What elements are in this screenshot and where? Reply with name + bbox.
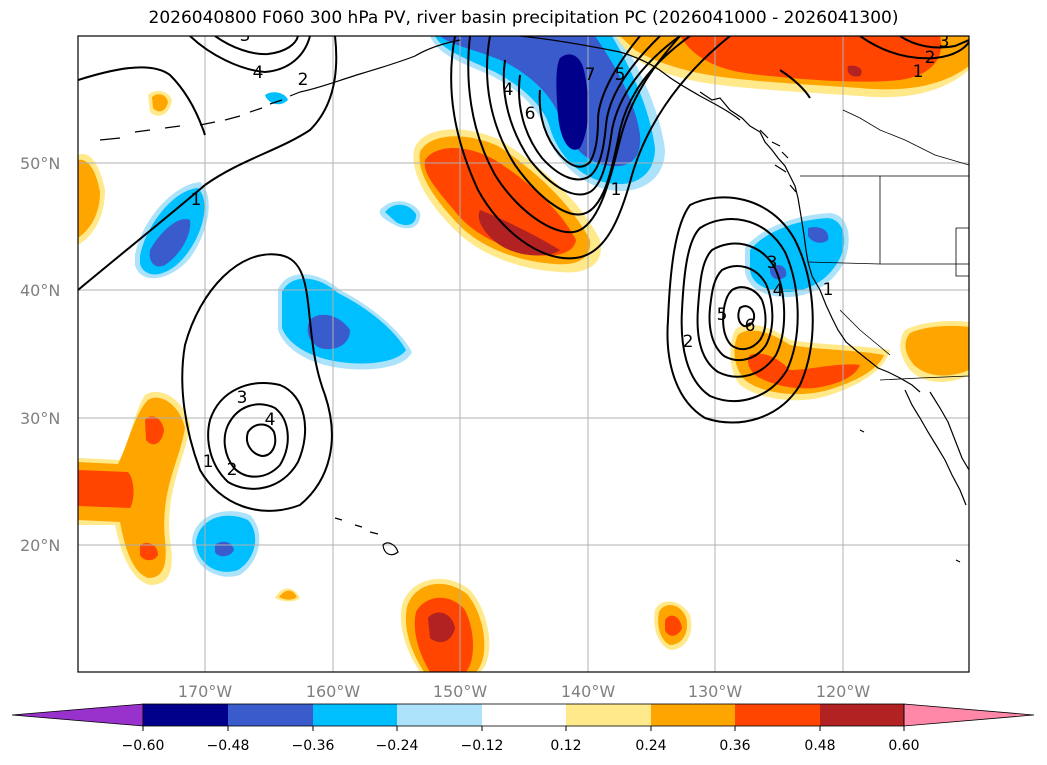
fill-positive-area <box>152 94 168 112</box>
fill-negative-area <box>385 204 417 226</box>
lon-label: 170°W <box>178 682 233 701</box>
contour-labels: 3 4 2 1 4 6 5 7 1 2 3 1 3 4 5 6 1 2 3 4 … <box>191 26 950 480</box>
colorbar-extend-right <box>903 703 1035 727</box>
colorbar-segment <box>143 704 228 726</box>
colorbar-tick-label: 0.12 <box>550 738 581 754</box>
contour-label: 4 <box>253 63 264 83</box>
contour-label: 2 <box>925 48 936 68</box>
fill-negative-area <box>556 54 589 150</box>
longitude-labels: 170°W 160°W 150°W 140°W 130°W 120°W <box>178 682 871 701</box>
fill-positive-area <box>847 65 862 77</box>
colorbar-tick-label: −0.36 <box>292 738 335 754</box>
country-borders <box>800 109 969 381</box>
fill-positive-area <box>665 615 682 636</box>
map-panel: 3 4 2 1 4 6 5 7 1 2 3 1 3 4 5 6 1 2 3 4 … <box>78 26 969 672</box>
colorbar-extend-left <box>11 703 144 727</box>
colorbar-tick-label: −0.48 <box>207 738 250 754</box>
fill-positive-area <box>140 543 158 561</box>
coastlines <box>99 36 969 563</box>
contour-label: 2 <box>683 332 694 352</box>
colorbar-tick-label: −0.24 <box>376 738 419 754</box>
lat-label: 40°N <box>20 281 60 300</box>
lon-label: 120°W <box>816 682 871 701</box>
contour-label: 1 <box>191 190 202 210</box>
fill-positive-area <box>279 590 297 600</box>
contour-label: 1 <box>203 452 214 472</box>
fill-positive-area <box>680 36 942 82</box>
pv-contours <box>78 36 969 512</box>
contour-label: 4 <box>265 410 276 430</box>
contour-label: 3 <box>939 32 950 52</box>
colorbar-segment <box>651 704 735 726</box>
contour-label: 2 <box>298 70 309 90</box>
colorbar: −0.60 −0.48 −0.36 −0.24 −0.12 0.12 0.24 … <box>11 703 1035 754</box>
fill-positive-area <box>747 353 860 389</box>
fill-positive-area <box>905 325 969 376</box>
colorbar-segment <box>397 704 482 726</box>
colorbar-segment <box>735 704 820 726</box>
contour-label: 5 <box>615 65 626 85</box>
lon-label: 140°W <box>561 682 616 701</box>
colorbar-segment <box>482 704 566 726</box>
contour-label: 7 <box>585 65 596 85</box>
colorbar-tick-label: −0.12 <box>461 738 504 754</box>
fill-positive-area <box>428 612 455 643</box>
latitude-labels: 50°N 40°N 30°N 20°N <box>20 154 60 555</box>
colorbar-tick-label: 0.60 <box>888 738 919 754</box>
contour-label: 4 <box>773 281 784 301</box>
precip-anomaly-fills <box>78 36 969 672</box>
colorbar-segment <box>228 704 313 726</box>
fill-negative-area <box>440 36 641 167</box>
fill-positive-area <box>424 147 576 256</box>
colorbar-tick-label: 0.48 <box>804 738 835 754</box>
colorbar-tick-label: −0.60 <box>122 738 165 754</box>
fill-negative-area <box>770 265 787 280</box>
contour-label: 2 <box>227 460 238 480</box>
colorbar-segment <box>820 704 904 726</box>
figure-title: 2026040800 F060 300 hPa PV, river basin … <box>148 8 899 28</box>
contour-label: 3 <box>237 388 248 408</box>
lat-label: 50°N <box>20 154 60 173</box>
map-frame <box>77 35 970 673</box>
lat-label: 30°N <box>20 409 60 428</box>
contour-label: 5 <box>717 305 728 325</box>
contour-label: 3 <box>240 26 251 46</box>
fill-positive-area <box>78 159 100 238</box>
lat-label: 20°N <box>20 536 60 555</box>
fill-negative-area <box>808 227 829 243</box>
fill-positive-area <box>145 416 164 445</box>
colorbar-segment <box>566 704 651 726</box>
contour-label: 3 <box>767 253 778 273</box>
contour-label: 6 <box>745 316 756 336</box>
contour-label: 4 <box>503 80 514 100</box>
colorbar-segment <box>313 704 397 726</box>
fill-negative-area <box>307 314 350 350</box>
contour-label: 1 <box>823 280 834 300</box>
fill-negative-area <box>149 219 191 267</box>
contour-label: 6 <box>525 104 536 124</box>
fill-negative-area <box>265 92 288 105</box>
lon-label: 130°W <box>688 682 743 701</box>
contour-label: 1 <box>611 180 622 200</box>
colorbar-tick-label: 0.36 <box>719 738 750 754</box>
lon-label: 160°W <box>306 682 361 701</box>
colorbar-tick-label: 0.24 <box>635 738 666 754</box>
fill-positive-area <box>78 470 134 508</box>
lon-label: 150°W <box>433 682 488 701</box>
contour-label: 1 <box>913 62 924 82</box>
